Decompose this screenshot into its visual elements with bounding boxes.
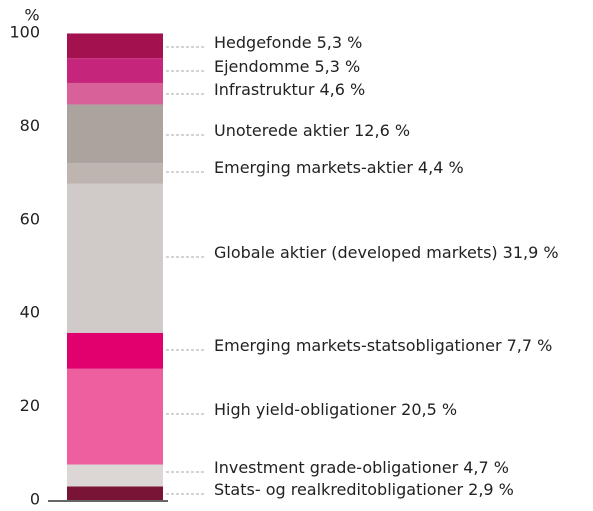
bar-segment <box>67 368 163 465</box>
bar-segment <box>67 486 163 500</box>
segment-name: Hedgefonde <box>214 33 312 52</box>
segment-label: Globale aktier (developed markets) 31,9 % <box>214 243 559 262</box>
segment-value: 4,7 % <box>463 458 509 477</box>
segment-value: 5,3 % <box>317 33 363 52</box>
bar-segment <box>67 332 163 369</box>
bar-segment <box>67 104 163 164</box>
segment-value: 31,9 % <box>503 243 559 262</box>
segment-name: Emerging markets-statsobligationer <box>214 336 502 355</box>
segment-name: Emerging markets-aktier <box>214 158 413 177</box>
segment-label: Stats- og realkreditobligationer 2,9 % <box>214 480 514 499</box>
segment-label: High yield-obligationer 20,5 % <box>214 400 457 419</box>
y-tick-label: 0 <box>30 490 40 509</box>
bar-segment <box>67 33 163 59</box>
segment-label: Hedgefonde 5,3 % <box>214 33 362 52</box>
segment-label: Infrastruktur 4,6 % <box>214 80 365 99</box>
segment-name: Infrastruktur <box>214 80 315 99</box>
segment-label: Investment grade-obligationer 4,7 % <box>214 458 509 477</box>
segment-name: Ejendomme <box>214 57 310 76</box>
segment-value: 2,9 % <box>468 480 514 499</box>
segment-value: 4,4 % <box>418 158 464 177</box>
y-tick-label: 60 <box>20 209 40 228</box>
segment-value: 4,6 % <box>319 80 365 99</box>
segment-name: Unoterede aktier <box>214 121 350 140</box>
segment-label: Emerging markets-aktier 4,4 % <box>214 158 464 177</box>
bar-segment <box>67 82 163 105</box>
y-tick-label: 40 <box>20 303 40 322</box>
segment-value: 7,7 % <box>507 336 553 355</box>
segment-value: 12,6 % <box>354 121 410 140</box>
bar-segment <box>67 163 163 184</box>
segment-value: 5,3 % <box>315 57 361 76</box>
segment-label: Ejendomme 5,3 % <box>214 57 360 76</box>
bar-segment <box>67 464 163 487</box>
segment-name: Stats- og realkreditobligationer <box>214 480 464 499</box>
segment-label: Unoterede aktier 12,6 % <box>214 121 410 140</box>
segment-name: Globale aktier (developed markets) <box>214 243 498 262</box>
y-tick-label: 20 <box>20 396 40 415</box>
y-tick-label: 100 <box>9 23 40 42</box>
segment-name: Investment grade-obligationer <box>214 458 459 477</box>
bar-segment <box>67 58 163 83</box>
segment-name: High yield-obligationer <box>214 400 397 419</box>
y-tick-label: 80 <box>20 116 40 135</box>
segment-label: Emerging markets-statsobligationer 7,7 % <box>214 336 552 355</box>
y-axis-label: % <box>24 6 39 25</box>
segment-value: 20,5 % <box>401 400 457 419</box>
bar-segment <box>67 183 163 333</box>
